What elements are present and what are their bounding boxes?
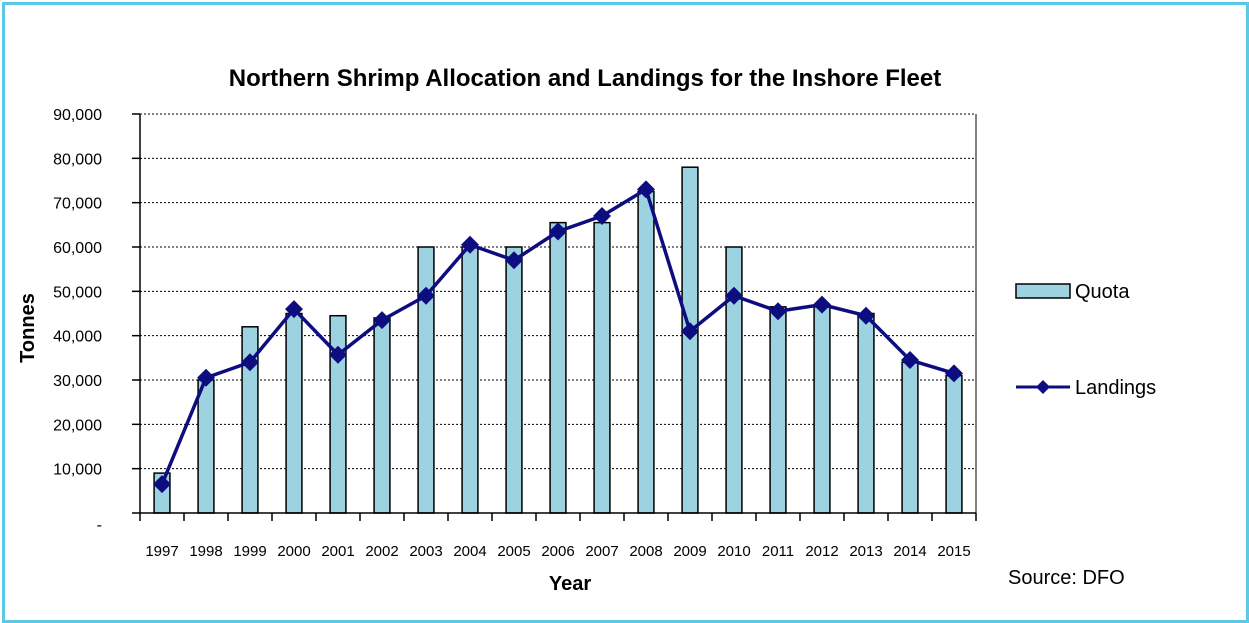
x-tick-label: 2012: [805, 543, 838, 560]
quota-bars: [153, 166, 963, 514]
x-tick-label: 1997: [145, 543, 178, 560]
landings-point: [505, 251, 523, 270]
chart-title: Northern Shrimp Allocation and Landings …: [229, 65, 942, 92]
landings-point: [769, 302, 787, 321]
landings-line: [153, 180, 963, 494]
landings-point: [813, 295, 831, 314]
y-tick-label: 10,000: [53, 462, 102, 479]
quota-bar: [813, 306, 831, 514]
quota-bar: [901, 361, 919, 514]
x-tick-label: 2006: [541, 543, 574, 560]
landings-point: [857, 306, 875, 325]
landings-point: [901, 351, 919, 370]
landings-point: [153, 475, 171, 494]
y-tick-labels: - 10,000 20,000 30,000 40,000 50,000 60,000 70,…: [53, 107, 102, 534]
x-tick-label: 2008: [629, 543, 662, 560]
landings-point: [241, 353, 259, 372]
y-tick-label: 40,000: [53, 329, 102, 346]
y-tick-label: 30,000: [53, 373, 102, 390]
source-note: Source: DFO: [1008, 567, 1125, 589]
quota-bar: [769, 306, 787, 514]
legend-quota-swatch: [1015, 283, 1071, 299]
quota-bar: [373, 317, 391, 514]
landings-point: [637, 180, 655, 199]
landings-point: [197, 368, 215, 387]
y-tick-label: 60,000: [53, 240, 102, 257]
x-tick-label: 2001: [321, 543, 354, 560]
landings-point: [725, 286, 743, 305]
legend-landings-marker: [1036, 380, 1050, 394]
y-tick-label: 80,000: [53, 151, 102, 168]
x-tick-label: 2003: [409, 543, 442, 560]
y-tick-label: 90,000: [53, 107, 102, 124]
x-tick-label: 2004: [453, 543, 486, 560]
x-tick-label: 2007: [585, 543, 618, 560]
y-axis-label: Tonnes: [17, 293, 39, 363]
legend: Quota Landings: [1015, 281, 1156, 399]
quota-bar: [329, 314, 347, 514]
x-tick-label: 2010: [717, 543, 750, 560]
quota-bar: [461, 246, 479, 514]
x-tick-label: 1999: [233, 543, 266, 560]
y-tick-label: -: [97, 517, 102, 534]
x-tick-label: 1998: [189, 543, 222, 560]
x-tick-label: 2009: [673, 543, 706, 560]
y-tick-label: 20,000: [53, 417, 102, 434]
quota-bar: [285, 312, 303, 514]
landings-point: [593, 206, 611, 225]
x-tick-labels: 1997 1998 1999 2000 2001 2002 2003 2004 2005 2006…: [145, 543, 970, 560]
quota-bar: [593, 221, 611, 514]
x-tick-label: 2011: [762, 543, 794, 560]
y-tick-label: 70,000: [53, 196, 102, 213]
quota-bar: [505, 246, 523, 514]
legend-landings-label: Landings: [1075, 377, 1156, 399]
x-tick-label: 2002: [365, 543, 398, 560]
x-tick-label: 2014: [893, 543, 926, 560]
landings-point: [681, 322, 699, 341]
quota-bar: [197, 379, 215, 514]
x-tick-label: 2015: [937, 543, 970, 560]
x-axis-label: Year: [549, 573, 591, 595]
landings-point: [945, 364, 963, 383]
x-tick-label: 2005: [497, 543, 530, 560]
x-tick-label: 2013: [849, 543, 882, 560]
landings-point: [285, 300, 303, 319]
landings-point: [373, 311, 391, 330]
landings-point: [549, 222, 567, 241]
legend-quota-label: Quota: [1075, 281, 1130, 303]
axes: [132, 113, 977, 521]
x-tick-label: 2000: [277, 543, 310, 560]
quota-bar: [857, 312, 875, 514]
y-tick-label: 50,000: [53, 284, 102, 301]
landings-point: [417, 286, 435, 305]
landings-point: [329, 345, 347, 364]
quota-bar: [945, 374, 963, 514]
quota-bar: [549, 221, 567, 514]
landings-point: [461, 235, 479, 254]
quota-bar: [637, 190, 655, 514]
